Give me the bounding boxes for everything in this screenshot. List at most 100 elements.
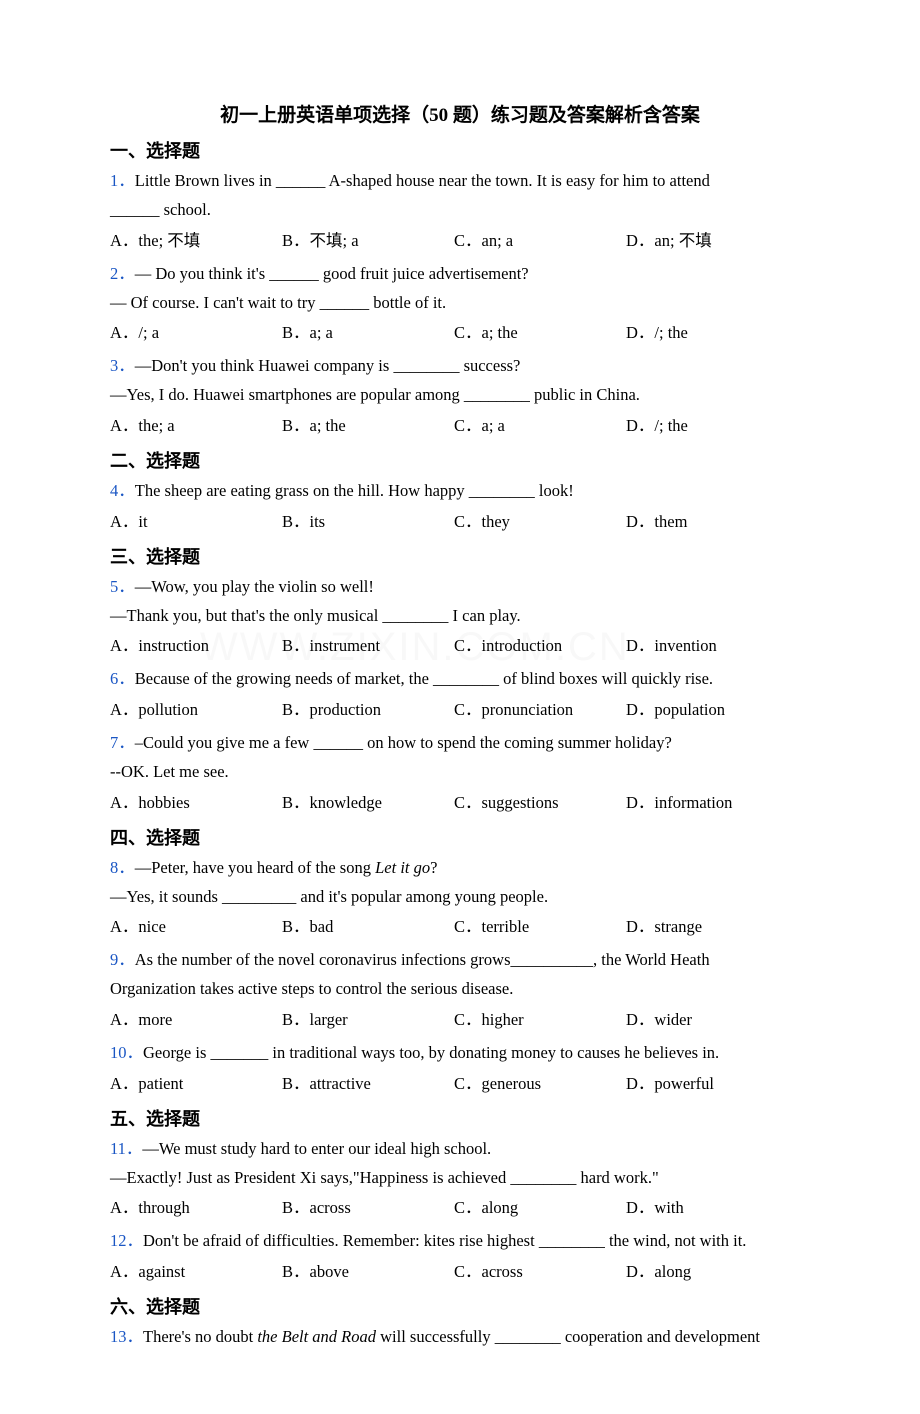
question-line: 3．—Don't you think Huawei company is ___… [110, 352, 810, 381]
option: C．generous [454, 1070, 626, 1099]
question-line: --OK. Let me see. [110, 758, 810, 787]
question: 8．—Peter, have you heard of the song Let… [110, 854, 810, 912]
option: A．pollution [110, 696, 282, 725]
question-number: 11． [110, 1139, 142, 1158]
section-header: 一、选择题 [110, 137, 810, 163]
option: A．against [110, 1258, 282, 1287]
option: A．/; a [110, 319, 282, 348]
question-line: — Of course. I can't wait to try ______ … [110, 289, 810, 318]
option: B．across [282, 1194, 454, 1223]
options-row: A．patientB．attractiveC．generousD．powerfu… [110, 1070, 810, 1099]
question-line: 1．Little Brown lives in ______ A-shaped … [110, 167, 810, 196]
question-line: 13．There's no doubt the Belt and Road wi… [110, 1323, 810, 1352]
option: C．along [454, 1194, 626, 1223]
question: 3．—Don't you think Huawei company is ___… [110, 352, 810, 410]
options-row: A．niceB．badC．terribleD．strange [110, 913, 810, 942]
option: D．with [626, 1194, 684, 1223]
question-text: As the number of the novel coronavirus i… [135, 950, 710, 969]
option: D．an; 不填 [626, 227, 712, 256]
question-line: ______ school. [110, 196, 810, 225]
option: B．不填; a [282, 227, 454, 256]
option: B．attractive [282, 1070, 454, 1099]
question-text: —Peter, have you heard of the song Let i… [135, 858, 438, 877]
question-line: —Exactly! Just as President Xi says,"Hap… [110, 1164, 810, 1193]
option: A．nice [110, 913, 282, 942]
question-text: —Don't you think Huawei company is _____… [135, 356, 521, 375]
section-header: 五、选择题 [110, 1105, 810, 1131]
question-line: 11．—We must study hard to enter our idea… [110, 1135, 810, 1164]
option: C．higher [454, 1006, 626, 1035]
question-number: 3． [110, 356, 135, 375]
option: B．above [282, 1258, 454, 1287]
options-row: A．hobbiesB．knowledgeC．suggestionsD．infor… [110, 789, 810, 818]
option: A．through [110, 1194, 282, 1223]
option: A．patient [110, 1070, 282, 1099]
question-line: —Thank you, but that's the only musical … [110, 602, 810, 631]
question-number: 5． [110, 577, 135, 596]
option: B．instrument [282, 632, 454, 661]
question-text: George is _______ in traditional ways to… [143, 1043, 719, 1062]
section-header: 二、选择题 [110, 447, 810, 473]
question-text: Don't be afraid of difficulties. Remembe… [143, 1231, 746, 1250]
content-container: 一、选择题 1．Little Brown lives in ______ A-sh… [110, 137, 810, 1352]
question-text: Because of the growing needs of market, … [135, 669, 713, 688]
question-text: There's no doubt the Belt and Road will … [143, 1327, 760, 1346]
question-line: Organization takes active steps to contr… [110, 975, 810, 1004]
option: C．introduction [454, 632, 626, 661]
question-line: 2．— Do you think it's ______ good fruit … [110, 260, 810, 289]
options-row: A．the; 不填B．不填; aC．an; aD．an; 不填 [110, 227, 810, 256]
option: D．along [626, 1258, 691, 1287]
options-row: A．throughB．acrossC．alongD．with [110, 1194, 810, 1223]
option: B．a; a [282, 319, 454, 348]
options-row: A．itB．itsC．theyD．them [110, 508, 810, 537]
options-row: A．the; aB．a; theC．a; aD．/; the [110, 412, 810, 441]
option: D．invention [626, 632, 717, 661]
question-line: 12．Don't be afraid of difficulties. Reme… [110, 1227, 810, 1256]
options-row: A．moreB．largerC．higherD．wider [110, 1006, 810, 1035]
question: 10．George is _______ in traditional ways… [110, 1039, 810, 1068]
section-header: 四、选择题 [110, 824, 810, 850]
question-text: The sheep are eating grass on the hill. … [135, 481, 574, 500]
options-row: A．pollutionB．productionC．pronunciationD．… [110, 696, 810, 725]
question-number: 7． [110, 733, 135, 752]
question-number: 9． [110, 950, 135, 969]
option: D．them [626, 508, 687, 537]
question-text: —We must study hard to enter our ideal h… [142, 1139, 491, 1158]
question-line: —Yes, I do. Huawei smartphones are popul… [110, 381, 810, 410]
option: D．powerful [626, 1070, 714, 1099]
option: B．knowledge [282, 789, 454, 818]
option: C．a; a [454, 412, 626, 441]
option: D．wider [626, 1006, 692, 1035]
option: A．hobbies [110, 789, 282, 818]
options-row: A．/; aB．a; aC．a; theD．/; the [110, 319, 810, 348]
option: A．the; a [110, 412, 282, 441]
question: 1．Little Brown lives in ______ A-shaped … [110, 167, 810, 225]
option: D．population [626, 696, 725, 725]
option: D．/; the [626, 412, 688, 441]
question: 4．The sheep are eating grass on the hill… [110, 477, 810, 506]
question-text: –Could you give me a few ______ on how t… [135, 733, 672, 752]
question-line: 10．George is _______ in traditional ways… [110, 1039, 810, 1068]
question-line: 4．The sheep are eating grass on the hill… [110, 477, 810, 506]
question-number: 10． [110, 1043, 143, 1062]
question-text: — Do you think it's ______ good fruit ju… [135, 264, 529, 283]
question: 11．—We must study hard to enter our idea… [110, 1135, 810, 1193]
option: C．suggestions [454, 789, 626, 818]
option: B．its [282, 508, 454, 537]
section-header: 三、选择题 [110, 543, 810, 569]
option: A．the; 不填 [110, 227, 282, 256]
question: 2．— Do you think it's ______ good fruit … [110, 260, 810, 318]
question-line: —Yes, it sounds _________ and it's popul… [110, 883, 810, 912]
option: A．it [110, 508, 282, 537]
section-header: 六、选择题 [110, 1293, 810, 1319]
options-row: A．againstB．aboveC．acrossD．along [110, 1258, 810, 1287]
option: B．a; the [282, 412, 454, 441]
option: C．an; a [454, 227, 626, 256]
options-row: A．instructionB．instrumentC．introductionD… [110, 632, 810, 661]
page-title: 初一上册英语单项选择（50 题）练习题及答案解析含答案 [110, 100, 810, 127]
question-text: Little Brown lives in ______ A-shaped ho… [135, 171, 710, 190]
question: 13．There's no doubt the Belt and Road wi… [110, 1323, 810, 1352]
question-number: 13． [110, 1327, 143, 1346]
question-line: 5．—Wow, you play the violin so well! [110, 573, 810, 602]
option: B．larger [282, 1006, 454, 1035]
